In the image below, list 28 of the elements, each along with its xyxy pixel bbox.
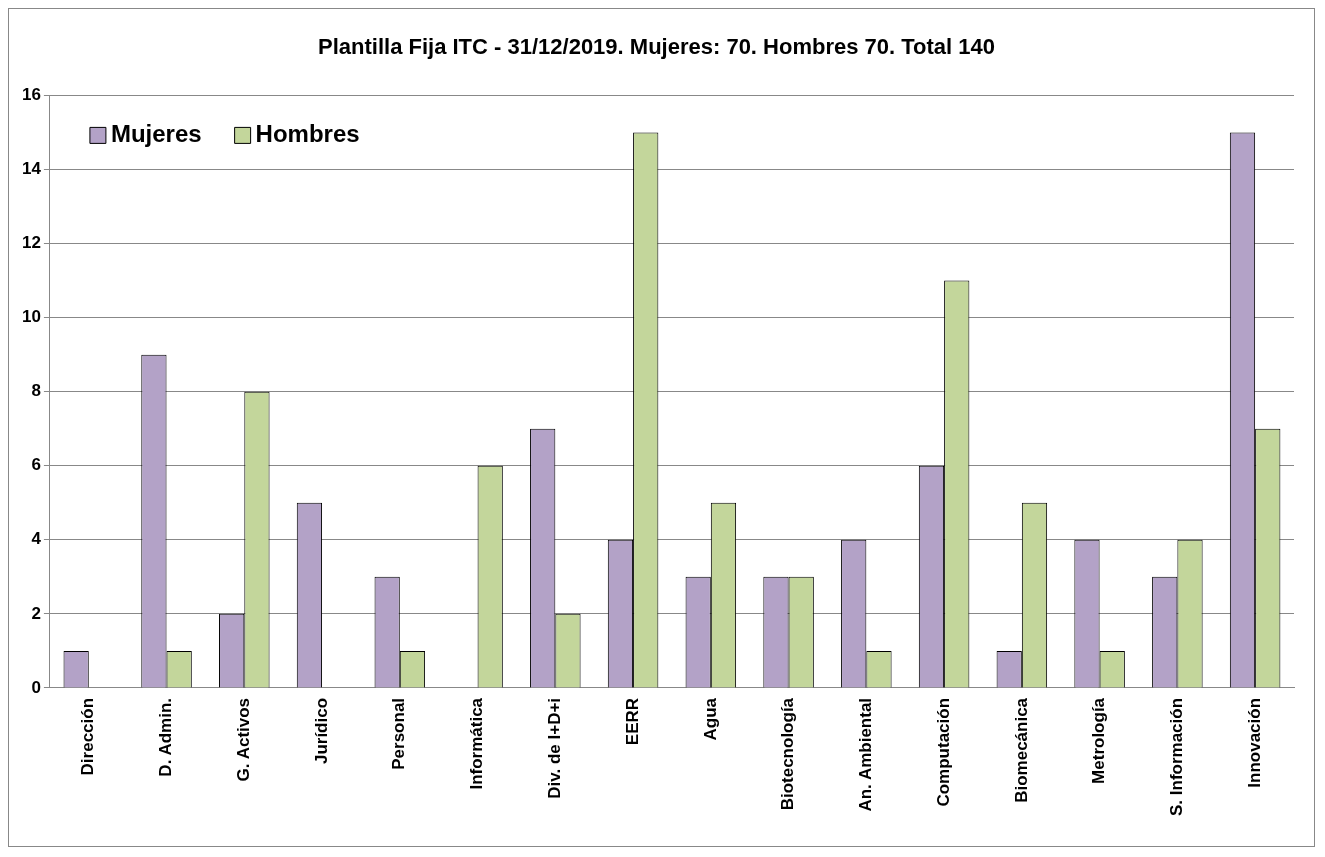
- x-tick-label: Agua: [700, 697, 720, 741]
- y-tick-label: 8: [31, 381, 41, 401]
- y-tick-label: 0: [31, 677, 41, 697]
- x-tick-label: D. Admin.: [156, 697, 176, 777]
- x-tick-label: Computación: [933, 697, 953, 807]
- x-tick-label: Innovación: [1244, 697, 1264, 788]
- x-tick-label: Biomecánica: [1011, 697, 1031, 803]
- x-tick-label: Personal: [389, 697, 409, 770]
- x-tick-label: Div. de I+D+i: [545, 697, 565, 799]
- y-tick-label: 4: [31, 529, 42, 549]
- x-tick-label: EERR: [622, 697, 642, 746]
- chart-title: Plantilla Fija ITC - 31/12/2019. Mujeres: 70. Hombres 70. Total 140: [318, 34, 995, 60]
- y-tick-label: 6: [31, 455, 41, 475]
- x-tick-label: Biotecnología: [778, 697, 798, 811]
- legend-label: Mujeres: [110, 120, 202, 148]
- x-tick-label: Metrología: [1089, 697, 1109, 784]
- x-tick-label: Jurídico: [311, 697, 331, 765]
- y-tick-label: 16: [21, 85, 41, 105]
- x-tick-label: S. Información: [1167, 697, 1187, 817]
- legend-label: Hombres: [255, 120, 360, 148]
- y-tick-label: 12: [21, 233, 41, 253]
- y-tick-label: 10: [21, 307, 41, 327]
- x-tick-label: An. Ambiental: [856, 697, 876, 812]
- y-tick-label: 14: [21, 159, 42, 179]
- x-tick-label: Informática: [467, 697, 487, 790]
- x-tick-label: Dirección: [78, 697, 98, 776]
- y-tick-label: 2: [31, 603, 41, 623]
- x-tick-label: G. Activos: [233, 697, 253, 782]
